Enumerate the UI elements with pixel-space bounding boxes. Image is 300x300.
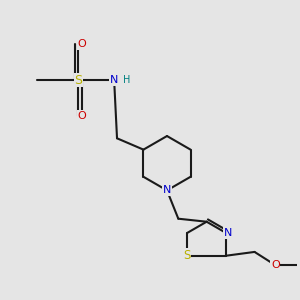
Text: S: S xyxy=(183,249,191,262)
Text: N: N xyxy=(224,228,232,238)
Text: N: N xyxy=(110,75,118,85)
Text: N: N xyxy=(163,185,171,195)
Text: O: O xyxy=(78,39,86,49)
Text: H: H xyxy=(122,75,130,85)
Text: S: S xyxy=(74,74,82,87)
Text: O: O xyxy=(78,111,86,121)
Text: O: O xyxy=(271,260,280,270)
